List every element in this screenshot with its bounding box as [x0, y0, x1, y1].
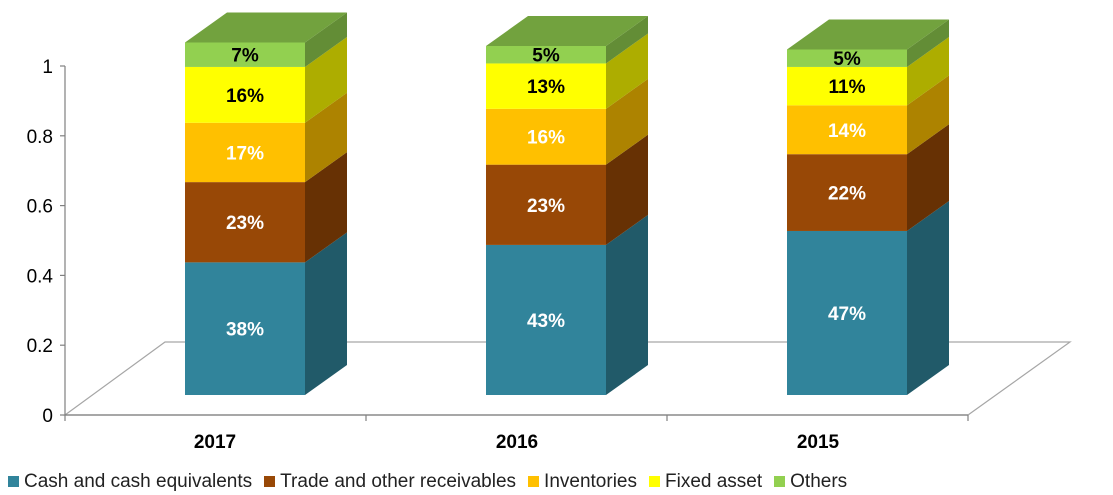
bar-side-cash-and-cash-equivalents-2017 — [305, 232, 347, 395]
data-label-fixed-asset-2017: 16% — [226, 86, 264, 107]
bar-side-cash-and-cash-equivalents-2016 — [606, 214, 648, 395]
bar-stack-2017 — [185, 12, 347, 395]
data-label-inventories-2017: 17% — [226, 143, 264, 164]
y-tick-label: 0.8 — [27, 127, 53, 148]
data-label-cash-and-cash-equivalents-2017: 38% — [226, 320, 264, 341]
legend-label: Inventories — [544, 470, 637, 492]
bar-segment-inventories-2015 — [787, 105, 907, 155]
data-label-inventories-2016: 16% — [527, 128, 565, 149]
data-label-others-2015: 5% — [833, 49, 861, 70]
legend-swatch — [649, 476, 660, 487]
bar-segment-inventories-2017 — [185, 122, 305, 183]
bar-side-inventories-2017 — [305, 92, 347, 183]
y-tick-label: 0.2 — [27, 336, 53, 357]
data-label-others-2017: 7% — [231, 46, 259, 67]
data-label-trade-and-other-receivables-2017: 23% — [226, 213, 264, 234]
x-tick-label: 2016 — [496, 432, 538, 453]
data-label-fixed-asset-2015: 11% — [829, 77, 866, 98]
bar-side-fixed-asset-2016 — [606, 33, 648, 109]
bar-segment-cash-and-cash-equivalents-2017 — [185, 262, 305, 395]
bar-side-fixed-asset-2017 — [305, 36, 347, 123]
y-tick-label: 0.6 — [27, 197, 53, 218]
bar-segment-inventories-2016 — [486, 108, 606, 165]
data-label-cash-and-cash-equivalents-2015: 47% — [828, 304, 866, 325]
bar-side-others-2015 — [907, 19, 949, 67]
legend-item-cash-and-cash-equivalents: Cash and cash equivalents — [8, 471, 252, 493]
data-label-fixed-asset-2016: 13% — [527, 77, 565, 98]
bar-segment-fixed-asset-2015 — [787, 66, 907, 106]
bar-side-trade-and-other-receivables-2016 — [606, 134, 648, 245]
legend-swatch — [528, 476, 540, 487]
legend-item-fixed-asset: Fixed asset — [649, 471, 762, 493]
bar-segment-others-2015 — [787, 49, 907, 67]
legend-swatch — [8, 476, 19, 487]
bar-top-2016 — [486, 16, 648, 46]
bar-segment-trade-and-other-receivables-2017 — [185, 182, 305, 263]
bar-side-trade-and-other-receivables-2015 — [907, 124, 949, 231]
data-label-others-2016: 5% — [532, 46, 560, 67]
bar-side-fixed-asset-2015 — [907, 36, 949, 106]
bar-side-others-2017 — [305, 12, 347, 67]
legend-swatch — [264, 476, 276, 487]
bar-stack-2015 — [787, 19, 949, 395]
bar-segment-cash-and-cash-equivalents-2016 — [486, 244, 606, 395]
bar-side-inventories-2016 — [606, 78, 648, 165]
bar-segment-trade-and-other-receivables-2016 — [486, 164, 606, 245]
bar-segment-fixed-asset-2016 — [486, 63, 606, 109]
y-tick-label: 1 — [42, 57, 53, 78]
bar-segment-trade-and-other-receivables-2015 — [787, 154, 907, 231]
bar-side-cash-and-cash-equivalents-2015 — [907, 200, 949, 395]
y-tick-label: 0.4 — [27, 266, 54, 287]
x-tick-label: 2015 — [797, 432, 840, 453]
legend-item-trade-and-other-receivables: Trade and other receivables — [264, 471, 516, 493]
data-label-inventories-2015: 14% — [828, 121, 866, 142]
legend-item-inventories: Inventories — [528, 471, 637, 493]
data-label-cash-and-cash-equivalents-2016: 43% — [527, 311, 565, 332]
bar-segment-cash-and-cash-equivalents-2015 — [787, 230, 907, 395]
bar-side-others-2016 — [606, 16, 648, 64]
x-tick-label: 2017 — [194, 432, 236, 453]
bar-top-2015 — [787, 19, 949, 50]
legend-label: Cash and cash equivalents — [24, 470, 253, 492]
bar-side-trade-and-other-receivables-2017 — [305, 152, 347, 263]
bar-segment-fixed-asset-2017 — [185, 66, 305, 123]
data-label-trade-and-other-receivables-2016: 23% — [527, 196, 565, 217]
legend-label: Fixed asset — [665, 470, 763, 492]
data-label-trade-and-other-receivables-2015: 22% — [828, 184, 866, 205]
legend-swatch — [774, 476, 786, 487]
bar-top-2017 — [185, 12, 347, 43]
bar-segment-others-2017 — [185, 42, 305, 67]
bar-stack-2016 — [486, 16, 648, 395]
y-tick-label: 0 — [42, 406, 53, 427]
stacked-3d-bar-chart: 0 0.2 0.4 0.6 0.8 1 2017 2016 2015 38% 23% 17% 16% 7… — [27, 12, 1072, 453]
legend-label: Others — [790, 470, 848, 492]
bar-segment-others-2016 — [486, 46, 606, 64]
legend-item-others: Others — [774, 471, 847, 493]
bar-side-inventories-2015 — [907, 75, 949, 155]
legend-label: Trade and other receivables — [280, 470, 517, 492]
chart-legend: Cash and cash equivalents Trade and other… — [0, 468, 1113, 495]
